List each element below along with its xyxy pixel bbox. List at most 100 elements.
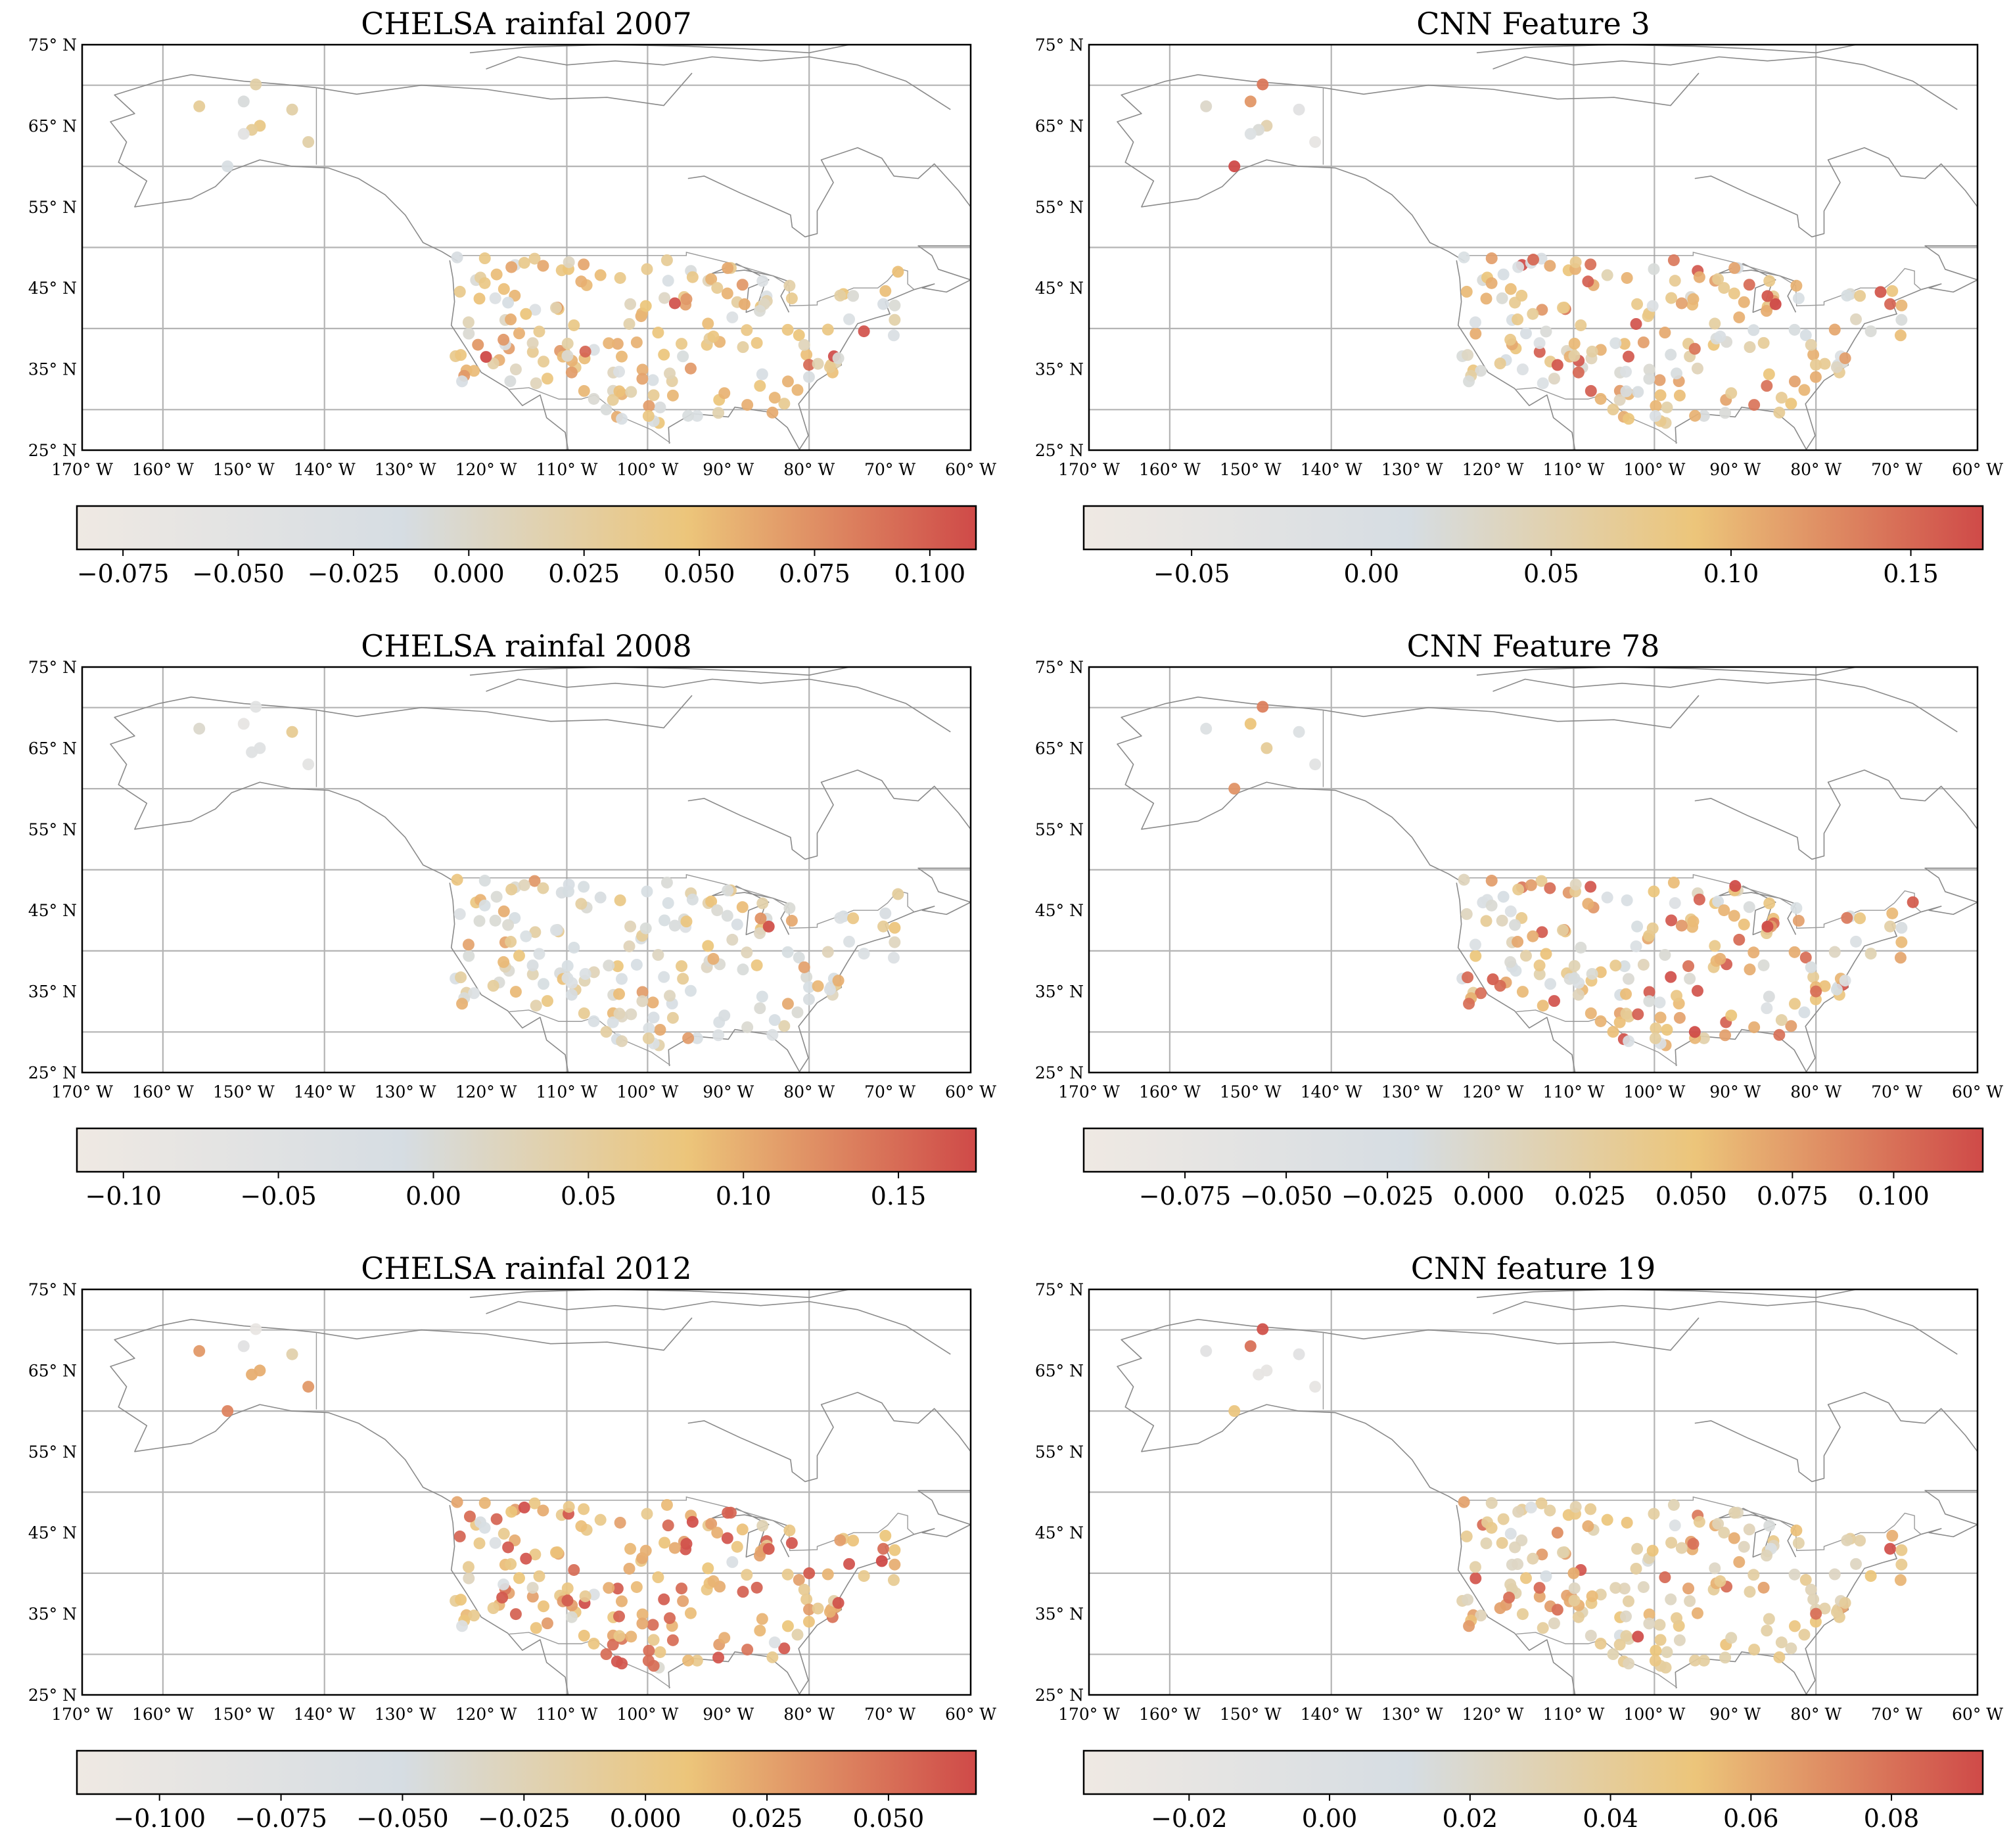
station-marker [1485,1521,1498,1534]
station-marker [1293,1348,1305,1360]
lon-tick-label: 120° W [455,1082,517,1101]
coastline [1694,147,1978,238]
station-marker [594,1513,607,1526]
station-marker [1841,289,1853,302]
station-marker [1648,263,1660,275]
station-marker [1512,1506,1525,1518]
station-marker [1548,373,1560,385]
station-marker [456,375,469,388]
station-marker [478,252,491,265]
station-marker [843,1558,856,1570]
lat-tick-label: 45° N [28,279,77,298]
lat-tick-label: 25° N [1035,1063,1084,1082]
station-marker [478,875,491,887]
station-marker [1864,948,1877,960]
colorbar-gradient [1082,505,1984,551]
colorbar-tick-label: 0.075 [1757,1182,1828,1211]
station-marker [579,1590,591,1602]
lat-tick-label: 65° N [1035,739,1084,758]
station-marker [561,1594,574,1607]
station-marker [1799,952,1812,964]
station-marker [803,1567,816,1579]
station-marker [588,1637,600,1650]
station-marker [1527,930,1539,942]
station-marker [1689,409,1701,422]
station-marker [1818,1602,1831,1615]
colorbar-tick-label: 0.10 [1703,559,1759,588]
station-marker [575,1520,588,1533]
station-marker [1684,1595,1696,1607]
lon-tick-label: 160° W [132,460,194,479]
station-marker [221,160,234,173]
colorbar-tick-label: 0.000 [433,559,505,588]
station-marker [1200,100,1213,112]
station-marker [684,362,697,375]
station-marker [237,718,250,730]
station-marker [1728,1506,1741,1519]
station-marker [1582,1520,1594,1533]
station-marker [1907,896,1919,908]
station-marker [1743,901,1755,913]
station-marker [682,409,695,422]
lon-tick-label: 150° W [213,1705,275,1724]
colorbar-tick-label: −0.05 [240,1182,316,1211]
station-marker [1805,961,1817,973]
station-marker [686,271,699,283]
station-marker [1830,361,1843,373]
lon-tick-label: 60° W [945,460,996,479]
station-marker [843,935,856,948]
lat-tick-label: 55° N [28,1443,77,1462]
station-marker [691,1032,703,1044]
lat-tick-label: 45° N [28,901,77,920]
station-marker [1632,1630,1644,1643]
station-marker [1798,1006,1811,1019]
lon-tick-label: 160° W [132,1082,194,1101]
lon-tick-label: 80° W [1790,1082,1841,1101]
lat-tick-label: 65° N [28,739,77,758]
station-marker [1519,1572,1532,1584]
station-marker [529,1548,542,1561]
station-marker [502,919,515,931]
station-marker [1712,895,1724,908]
colorbar-tick-label: 0.04 [1583,1804,1638,1833]
station-marker [1807,971,1820,983]
colorbar-tick-label: 0.025 [731,1804,803,1833]
station-marker [1667,254,1680,266]
lon-tick-label: 140° W [294,460,356,479]
station-marker [643,1022,655,1034]
station-marker [847,912,860,925]
station-marker [1650,1644,1662,1657]
station-marker [463,1510,476,1523]
station-marker [528,875,541,887]
station-marker [711,1527,724,1539]
station-marker [1643,373,1655,385]
lon-tick-label: 160° W [1139,1082,1201,1101]
station-marker [768,392,781,404]
station-marker [1458,1496,1470,1508]
station-marker [1535,875,1548,887]
station-marker [1884,298,1897,310]
station-marker [1810,1607,1822,1620]
colorbar-tick-label: 0.00 [1302,1804,1358,1833]
coastline [1456,260,1576,450]
coastline [110,72,693,262]
station-marker [680,915,693,928]
station-marker [1463,1620,1475,1632]
station-marker [518,256,530,269]
station-marker [756,368,768,381]
station-marker [1718,282,1730,294]
lon-tick-label: 160° W [1139,1705,1201,1724]
station-marker [1757,336,1770,349]
station-marker [1458,873,1470,886]
station-marker [1854,290,1866,302]
lon-tick-label: 100° W [1623,1082,1685,1101]
station-marker [526,968,539,981]
coastline [110,695,693,885]
colorbar-tick-label: 0.05 [1523,559,1579,588]
station-marker [1485,252,1498,265]
station-marker [1725,1632,1738,1644]
station-marker [1687,1538,1700,1550]
station-marker [1738,1540,1750,1553]
station-marker [1693,1515,1705,1528]
station-marker [1586,967,1598,980]
